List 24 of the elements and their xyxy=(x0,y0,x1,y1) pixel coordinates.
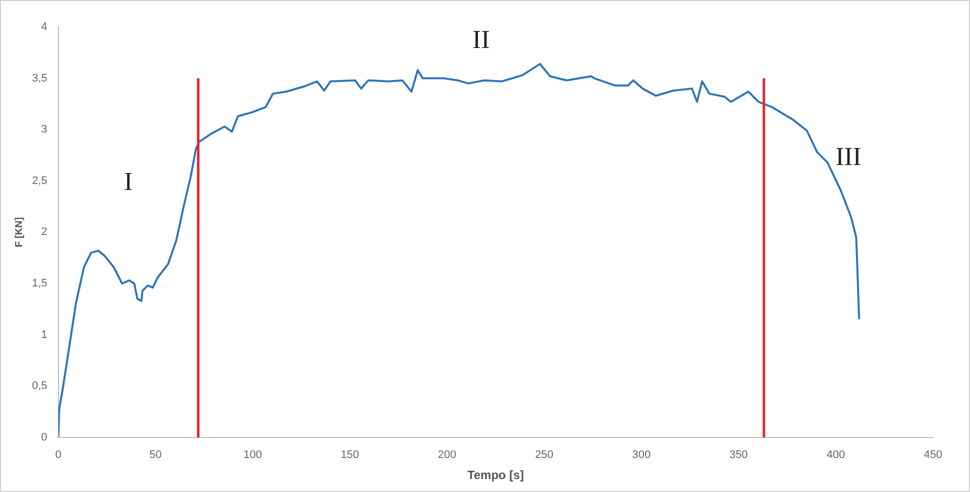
y-tick-label: 3 xyxy=(41,124,48,136)
y-tick-label: 1 xyxy=(41,328,48,341)
x-tick-label: 0 xyxy=(55,449,62,462)
x-tick-label: 350 xyxy=(729,449,748,462)
x-tick-label: 450 xyxy=(924,449,942,462)
x-tick-label: 300 xyxy=(632,449,651,462)
y-tick-label: 2 xyxy=(41,226,48,238)
y-tick-label: 3,5 xyxy=(32,72,48,84)
annotation: I xyxy=(124,166,133,196)
x-axis-title: Tempo [s] xyxy=(467,468,524,482)
x-tick-label: 200 xyxy=(438,449,456,462)
annotation: II xyxy=(472,25,490,54)
y-tick-label: 2,5 xyxy=(32,174,48,187)
x-tick-label: 150 xyxy=(340,449,360,462)
x-tick-label: 400 xyxy=(826,449,845,462)
x-tick-label: 250 xyxy=(535,449,554,462)
y-tick-label: 0,5 xyxy=(32,380,48,392)
x-tick-label: 100 xyxy=(243,449,262,462)
y-tick-label: 4 xyxy=(41,21,48,34)
x-tick-label: 50 xyxy=(149,449,162,462)
annotation: III xyxy=(835,142,862,172)
y-tick-label: 1,5 xyxy=(32,278,48,290)
y-tick-label: 0 xyxy=(41,431,48,444)
y-axis-title: F [KN] xyxy=(14,217,25,248)
